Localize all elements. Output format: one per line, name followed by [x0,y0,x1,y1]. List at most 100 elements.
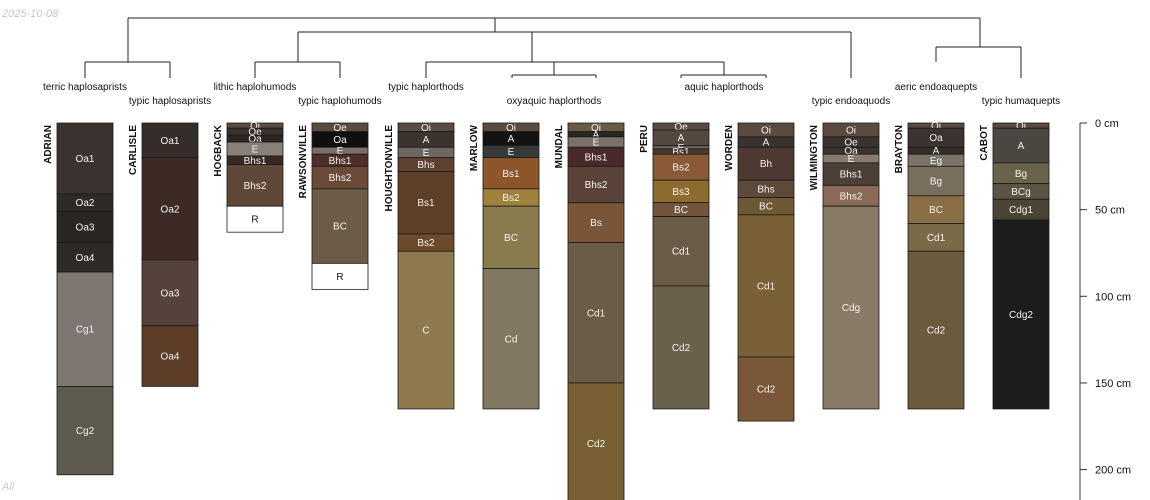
horizon-label: Oe [333,123,347,134]
horizon-label: Cd1 [757,281,776,292]
horizon-label: Bhs2 [585,180,608,191]
horizon-label: Cg2 [76,426,95,437]
horizon-label: Oi [761,125,771,136]
dendrogram [84,17,1022,78]
horizon-label: Oi [846,125,856,136]
horizon-label: Cd1 [927,233,946,244]
depth-tick-label: 200 cm [1095,465,1131,477]
horizon-label: Oe [844,138,858,149]
horizon-carlisle-oa4 [141,325,199,387]
horizon-marlow-bc [482,205,540,269]
profile-worden: Oi A Bh Bhs BC Cd1 Cd2 WORDEN [724,122,795,422]
horizon-brayton-bg [907,165,965,197]
depth-tick-label: 0 cm [1095,118,1119,130]
profile-name: MARLOW [469,124,480,171]
horizon-label: Bhs [417,160,434,171]
horizon-label: Bhs2 [329,173,352,184]
footer-label: All [2,481,15,493]
horizon-label: E [252,144,259,155]
horizon-mundal-cd2 [567,382,625,500]
horizon-label: Oa1 [161,136,180,147]
horizon-adrian-cg1 [56,271,114,387]
horizon-label: A [1018,141,1025,152]
horizon-label: Oa2 [161,204,180,215]
horizon-label: Oi [1016,121,1026,132]
horizon-label: Oi [591,123,601,134]
taxon-label: typic haplohumods [298,96,381,107]
horizon-label: Cd2 [672,343,691,354]
taxon-label: lithic haplohumods [214,82,297,93]
horizon-label: E [337,146,344,157]
taxon-label: terric haplosaprists [43,82,127,93]
depth-tick-label: 50 cm [1095,205,1125,217]
horizon-label: Oa4 [76,253,95,264]
profile-name: MUNDAL [554,125,565,168]
horizon-marlow-cd [482,268,540,410]
horizon-label: Cd1 [672,247,691,258]
profile-cabot: Oi A Bg BCg Cdg1 Cdg2 CABOT [979,121,1050,410]
horizon-carlisle-oa2 [141,157,199,261]
horizon-label: Cdg2 [1009,310,1033,321]
horizon-label: Bhs1 [840,170,863,181]
horizon-label: Cd [505,334,518,345]
horizon-label: Cd2 [927,326,946,337]
horizon-label: Bs1 [417,198,435,209]
horizon-rawsonville-bc [311,188,369,264]
taxon-label: typic humaquepts [982,96,1060,107]
horizon-label: Bs1 [672,147,690,158]
horizon-houghtonville-c [397,250,455,410]
profile-adrian: Oa1 Oa2 Oa3 Oa4 Cg1 Cg2 ADRIAN [43,122,114,476]
horizon-label: BCg [1011,187,1030,198]
horizon-label: Bg [1015,169,1027,180]
horizon-label: Bs [590,218,602,229]
horizon-adrian-oa3 [56,210,114,243]
horizon-label: BC [333,222,347,233]
taxon-label: typic endoaquods [812,96,890,107]
horizon-label: Bs2 [502,193,520,204]
horizon-label: A [933,146,940,157]
horizon-label: Oe [248,127,262,138]
profile-name: CABOT [979,125,990,161]
depth-tick-label: 100 cm [1095,291,1131,303]
horizon-label: A [423,135,430,146]
horizon-adrian-oa4 [56,242,114,273]
profile-name: RAWSONVILLE [298,125,309,199]
horizon-label: Cd2 [587,439,606,450]
horizon-carlisle-oa1 [141,122,199,159]
horizon-brayton-cd1 [907,223,965,252]
horizon-label: A [593,130,600,141]
horizon-label: Bhs1 [585,152,608,163]
depth-axis: 0 cm 50 cm 100 cm 150 cm 200 cm [1079,118,1131,500]
horizon-label: Oi [931,121,941,132]
horizon-mundal-bhs2 [567,165,625,204]
horizon-label: A [678,133,685,144]
horizon-label: Oi [421,123,431,134]
horizon-label: Cdg [842,303,860,314]
depth-tick-label: 150 cm [1095,378,1131,390]
horizon-label: Cdg1 [1009,205,1033,216]
horizon-label: Cg1 [76,325,95,336]
profile-carlisle: Oa1 Oa2 Oa3 Oa4 CARLISLE [128,122,199,387]
horizon-peru-cd2 [652,285,710,410]
taxon-label: oxyaquic haplorthods [507,96,602,107]
horizon-mundal-bs [567,202,625,243]
horizon-label: BC [759,202,773,213]
horizon-label: R [336,272,343,283]
horizon-label: E [678,143,685,154]
horizon-label: C [422,326,429,337]
horizon-label: Bhs2 [244,181,267,192]
horizon-label: Bhs2 [840,191,863,202]
horizon-peru-cd1 [652,216,710,287]
horizon-label: Cd1 [587,308,606,319]
taxon-label: aquic haplorthods [685,82,764,93]
horizon-label: Bhs1 [329,156,352,167]
horizon-label: Oa [333,135,347,146]
horizon-rawsonville-r [311,262,369,290]
horizon-adrian-cg2 [56,386,114,476]
